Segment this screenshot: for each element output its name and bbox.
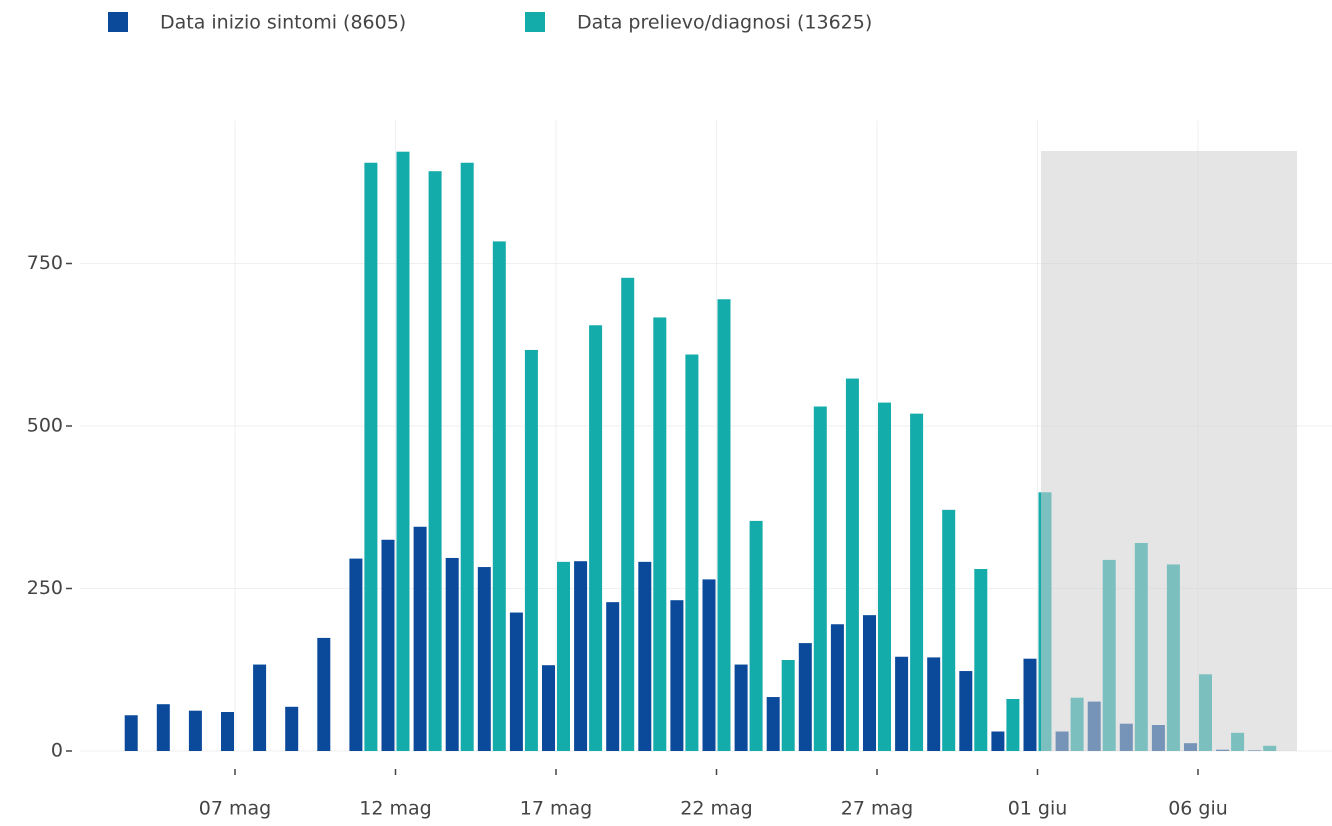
bar — [813, 406, 827, 751]
bar — [830, 624, 844, 751]
bar — [878, 402, 891, 751]
bar — [749, 520, 763, 751]
legend-label: Data prelievo/diagnosi (13625) — [577, 12, 872, 34]
bar — [653, 317, 667, 751]
bar — [253, 664, 267, 751]
bar — [895, 656, 909, 751]
bar — [381, 539, 395, 751]
y-tick-label: 750 — [27, 252, 63, 274]
bar — [717, 299, 731, 751]
bar — [221, 712, 234, 751]
bar — [685, 354, 699, 751]
bar — [524, 349, 538, 751]
bar — [798, 643, 812, 751]
bar — [638, 561, 652, 751]
y-tick-label: 500 — [27, 415, 63, 437]
x-tick-label: 22 mag — [680, 798, 752, 820]
bar — [781, 660, 795, 751]
bar — [188, 710, 202, 751]
x-tick-label: 07 mag — [199, 798, 271, 820]
bar — [428, 171, 442, 751]
bar — [589, 325, 603, 751]
bar — [621, 277, 635, 751]
bar — [477, 567, 491, 751]
bar — [670, 600, 684, 751]
bar — [863, 615, 876, 751]
bar — [492, 241, 506, 751]
bar — [959, 671, 973, 751]
bar — [124, 715, 138, 751]
bar — [574, 561, 588, 751]
x-tick-label: 27 mag — [841, 798, 913, 820]
x-tick-label: 01 giu — [1008, 798, 1068, 820]
legend-label: Data inizio sintomi (8605) — [160, 12, 406, 34]
bar — [156, 704, 170, 751]
bar — [766, 697, 780, 751]
bar — [927, 657, 941, 751]
bar — [285, 706, 299, 751]
bar — [734, 664, 748, 751]
bar — [910, 413, 924, 751]
bar — [349, 558, 363, 751]
bar — [317, 637, 331, 751]
y-tick-label: 0 — [51, 740, 63, 762]
bar — [542, 665, 555, 751]
bar — [445, 557, 459, 751]
bar — [606, 602, 620, 751]
x-tick-label: 06 giu — [1168, 798, 1228, 820]
bar — [942, 509, 956, 751]
bar — [1006, 699, 1020, 751]
x-tick-label: 12 mag — [359, 798, 431, 820]
bar — [364, 162, 378, 751]
legend-swatch — [525, 12, 545, 32]
bar — [509, 612, 523, 751]
bar — [991, 731, 1005, 751]
bar — [1023, 658, 1037, 751]
bar — [845, 378, 859, 751]
bar — [557, 561, 570, 751]
legend-swatch — [108, 12, 128, 32]
shaded-region — [1041, 151, 1297, 751]
bar — [396, 151, 410, 751]
bar — [413, 526, 427, 751]
bar — [702, 579, 716, 751]
bar — [460, 162, 474, 751]
y-tick-label: 250 — [27, 577, 63, 599]
bar — [974, 569, 988, 751]
x-tick-label: 17 mag — [520, 798, 592, 820]
